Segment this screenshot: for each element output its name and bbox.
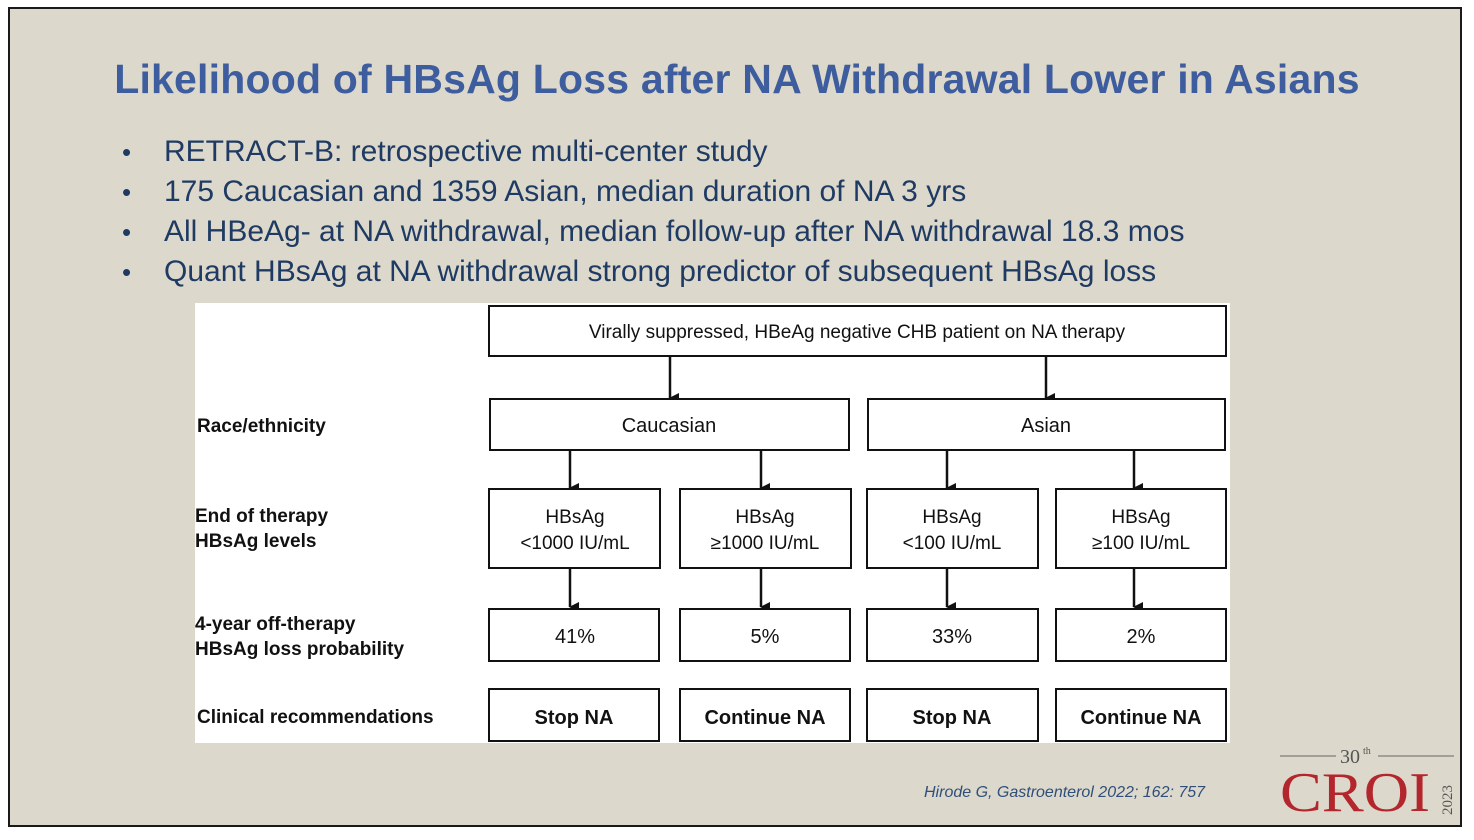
recommendation-label-1: Stop NA xyxy=(535,707,614,729)
level-box-4-line-2: ≥100 IU/mL xyxy=(1092,533,1190,554)
probability-value-4: 2% xyxy=(1127,626,1156,648)
level-box-3 xyxy=(866,488,1039,569)
flowchart: Race/ethnicity End of therapy HBsAg leve… xyxy=(195,305,1227,742)
recommendation-box-3 xyxy=(866,688,1039,742)
recommendation-label-3: Stop NA xyxy=(913,707,992,729)
recommendation-box-4 xyxy=(1055,688,1227,742)
recommendation-label-2: Continue NA xyxy=(704,707,825,729)
level-box-2-line-2: ≥1000 IU/mL xyxy=(711,533,820,554)
top-box xyxy=(488,305,1227,357)
level-box-4 xyxy=(1055,488,1227,569)
level-box-1-line-2: <1000 IU/mL xyxy=(520,533,629,554)
bullet-item: • RETRACT-B: retrospective multi-center s… xyxy=(120,132,1184,172)
bullet-text: All HBeAg- at NA withdrawal, median foll… xyxy=(164,215,1185,248)
probability-box-1 xyxy=(488,608,660,662)
croi-logo: 30 th CROI 2023 xyxy=(1278,745,1458,824)
bullet-item: • Quant HBsAg at NA withdrawal strong pre… xyxy=(120,252,1184,292)
bullet-item: • All HBeAg- at NA withdrawal, median fol… xyxy=(120,212,1184,252)
logo-year: 2023 xyxy=(1440,785,1456,815)
level-box-4-line-1: HBsAg xyxy=(1111,507,1170,528)
group-label-caucasian: Caucasian xyxy=(622,415,717,437)
bullet-text: Quant HBsAg at NA withdrawal strong pred… xyxy=(164,255,1157,288)
bullet-dot-icon: • xyxy=(122,137,132,167)
croi-logo-graphic: 30 th CROI 2023 xyxy=(1280,746,1456,824)
logo-name: CROI xyxy=(1280,762,1430,820)
recommendation-label-4: Continue NA xyxy=(1080,707,1201,729)
row-label-recommendation: Clinical recommendations xyxy=(197,707,434,728)
flowchart-panel: Race/ethnicity End of therapy HBsAg leve… xyxy=(195,303,1230,743)
row-label-race: Race/ethnicity xyxy=(197,416,326,437)
level-box-2-line-1: HBsAg xyxy=(735,507,794,528)
level-box-1 xyxy=(488,488,661,569)
level-box-2 xyxy=(679,488,852,569)
bullet-text: 175 Caucasian and 1359 Asian, median dur… xyxy=(164,175,967,208)
probability-value-3: 33% xyxy=(932,626,972,648)
probability-value-1: 41% xyxy=(555,626,595,648)
group-box-caucasian xyxy=(489,398,850,451)
probability-box-4 xyxy=(1055,608,1227,662)
probability-value-2: 5% xyxy=(751,626,780,648)
top-box-label: Virally suppressed, HBeAg negative CHB p… xyxy=(589,322,1126,343)
level-box-3-line-1: HBsAg xyxy=(922,507,981,528)
level-box-3-line-2: <100 IU/mL xyxy=(903,533,1002,554)
bullet-dot-icon: • xyxy=(122,217,132,247)
bullet-list: • RETRACT-B: retrospective multi-center s… xyxy=(120,132,1184,292)
level-box-1-line-1: HBsAg xyxy=(545,507,604,528)
bullet-dot-icon: • xyxy=(122,257,132,287)
bullet-text: RETRACT-B: retrospective multi-center st… xyxy=(164,135,768,168)
probability-box-2 xyxy=(679,608,851,662)
row-label-end-therapy-2: HBsAg levels xyxy=(195,531,316,552)
row-label-probability-1: 4-year off-therapy xyxy=(195,614,356,635)
bullet-dot-icon: • xyxy=(122,177,132,207)
recommendation-box-1 xyxy=(488,688,660,742)
probability-box-3 xyxy=(866,608,1039,662)
logo-number: 30 xyxy=(1340,746,1360,768)
logo-suffix: th xyxy=(1363,746,1371,757)
recommendation-box-2 xyxy=(679,688,851,742)
row-label-probability-2: HBsAg loss probability xyxy=(195,639,404,660)
group-box-asian xyxy=(867,398,1226,451)
bullet-item: • 175 Caucasian and 1359 Asian, median du… xyxy=(120,172,1184,212)
group-label-asian: Asian xyxy=(1021,415,1071,437)
citation: Hirode G, Gastroenterol 2022; 162: 757 xyxy=(924,784,1206,801)
row-label-end-therapy-1: End of therapy xyxy=(195,506,328,527)
slide-title: Likelihood of HBsAg Loss after NA Withdr… xyxy=(114,56,1360,102)
